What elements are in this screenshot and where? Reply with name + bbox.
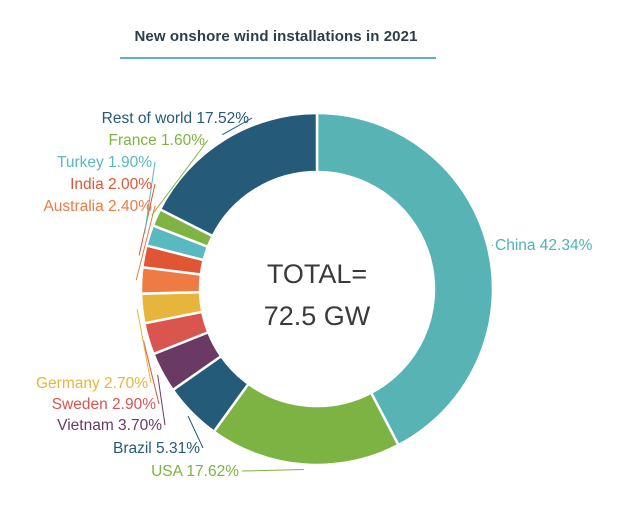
leader-brazil xyxy=(187,415,204,449)
slice-china xyxy=(315,111,495,447)
leader-vietnam xyxy=(157,374,166,426)
leader-rest-of-world xyxy=(222,117,253,136)
donut-slices xyxy=(139,111,495,467)
label-germany: Germany 2.70% xyxy=(36,375,148,392)
label-leader-lines xyxy=(135,117,494,472)
center-total-value: 72.5 GW xyxy=(264,301,371,331)
label-australia: Australia 2.40% xyxy=(43,198,152,215)
label-france: France 1.60% xyxy=(109,132,206,149)
leader-china xyxy=(491,244,494,247)
chart-title: New onshore wind installations in 2021 xyxy=(134,28,418,45)
label-china: China 42.34% xyxy=(495,237,593,254)
label-vietnam: Vietnam 3.70% xyxy=(57,417,162,434)
leader-germany xyxy=(136,309,152,384)
label-usa: USA 17.62% xyxy=(151,463,239,480)
label-sweden: Sweden 2.90% xyxy=(52,396,156,413)
slice-rest-of-world xyxy=(158,111,319,238)
leader-sweden xyxy=(142,340,160,405)
center-total-label: TOTAL= xyxy=(267,259,367,289)
slice-usa xyxy=(212,382,401,467)
leader-turkey xyxy=(144,161,156,234)
label-brazil: Brazil 5.31% xyxy=(113,440,200,457)
slice-labels: China 42.34% USA 17.62% Brazil 5.31% Vietna… xyxy=(36,110,593,480)
leader-france xyxy=(151,139,209,216)
label-turkey: Turkey 1.90% xyxy=(57,154,152,171)
title-underline xyxy=(120,57,436,59)
label-rest-of-world: Rest of world 17.52% xyxy=(102,110,250,127)
leader-usa xyxy=(241,469,304,472)
leader-australia xyxy=(135,205,156,281)
label-india: India 2.00% xyxy=(70,176,152,193)
